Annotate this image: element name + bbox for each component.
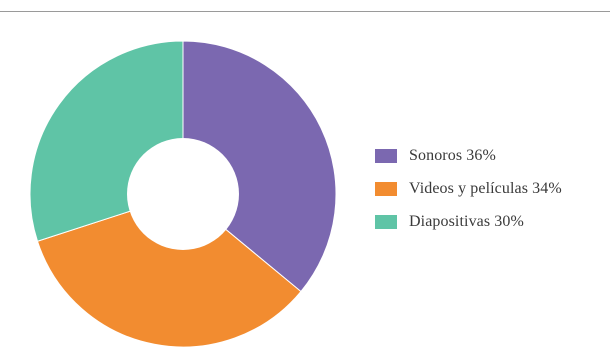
legend-swatch bbox=[375, 215, 397, 229]
legend-item: Sonoros 36% bbox=[375, 146, 562, 166]
legend-swatch bbox=[375, 182, 397, 196]
donut-hole bbox=[127, 138, 239, 250]
legend-label: Sonoros 36% bbox=[409, 147, 496, 164]
legend-swatch bbox=[375, 149, 397, 163]
donut-slice-1 bbox=[182, 40, 337, 293]
legend-label: Diapositivas 30% bbox=[409, 213, 524, 230]
chart-legend: Sonoros 36% Videos y películas 34% Diaposi… bbox=[375, 146, 562, 245]
donut-slice-2 bbox=[36, 193, 302, 348]
top-divider-line bbox=[0, 11, 610, 12]
legend-item: Diapositivas 30% bbox=[375, 212, 562, 232]
legend-label: Videos y películas 34% bbox=[409, 180, 562, 197]
legend-item: Videos y películas 34% bbox=[375, 179, 562, 199]
